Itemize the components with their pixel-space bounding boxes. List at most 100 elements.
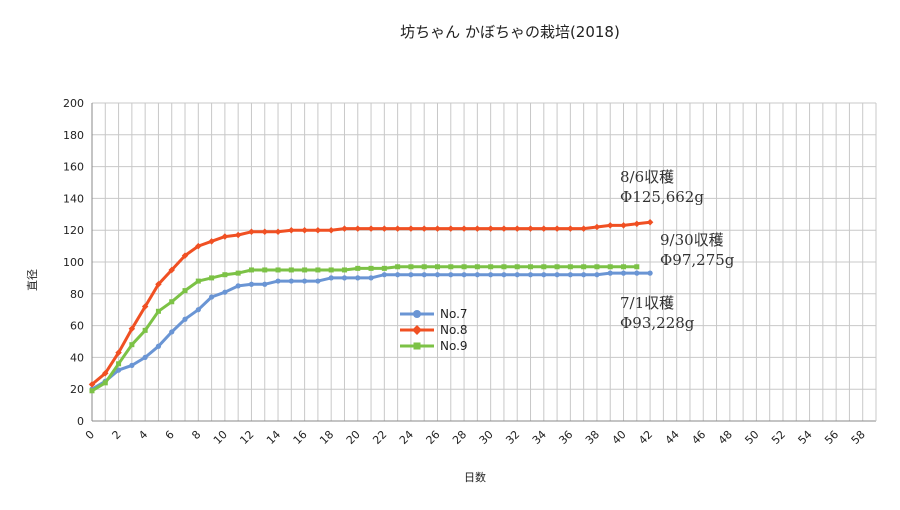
data-point-no9	[621, 264, 627, 270]
data-point-no9	[567, 264, 573, 270]
legend-item-no9: No.9	[400, 339, 468, 353]
data-point-no7	[501, 272, 507, 278]
data-point-no9	[116, 361, 122, 367]
data-point-no7	[302, 278, 308, 284]
x-tick-label: 32	[503, 428, 522, 447]
annotation-no9-date: 9/30収穫	[660, 231, 724, 249]
data-point-no9	[408, 264, 414, 270]
data-point-no7	[461, 272, 467, 278]
data-point-no7	[541, 272, 547, 278]
data-point-no7	[208, 294, 215, 300]
legend-marker-no7	[413, 310, 421, 318]
data-point-no9	[541, 264, 547, 270]
data-point-no8	[460, 225, 468, 232]
data-point-no7	[448, 272, 454, 278]
data-point-no8	[341, 225, 348, 232]
x-tick-label: 12	[237, 428, 256, 447]
data-point-no9	[209, 275, 215, 281]
y-tick-label: 140	[63, 192, 84, 205]
x-tick-label: 8	[189, 428, 203, 442]
legend-label-no9: No.9	[440, 339, 468, 353]
data-point-no8	[633, 220, 641, 228]
x-tick-labels: 0 2 4 6 8 10 12 14 16 18 20 22 24 26 28 30 32 34 36 38 40 42 4…	[83, 428, 868, 447]
x-tick-label: 26	[424, 428, 443, 447]
data-point-no7	[474, 272, 480, 278]
data-point-no7	[408, 272, 414, 278]
data-point-no7	[368, 275, 374, 281]
data-point-no9	[142, 327, 148, 333]
x-tick-label: 2	[110, 428, 124, 442]
y-tick-label: 180	[63, 129, 84, 142]
data-point-no7	[434, 272, 441, 278]
data-point-no8	[527, 225, 534, 232]
data-point-no9	[262, 267, 268, 273]
data-point-no7	[222, 289, 228, 295]
series-no7	[89, 270, 653, 392]
data-point-no7	[594, 272, 600, 278]
data-point-no9	[594, 264, 600, 270]
x-tick-label: 6	[163, 428, 177, 442]
data-point-no7	[288, 278, 294, 284]
data-point-no9	[195, 278, 201, 284]
series	[88, 218, 654, 394]
data-point-no7	[142, 354, 148, 360]
data-point-no9	[235, 270, 241, 276]
data-point-no9	[528, 264, 534, 270]
data-point-no8	[394, 225, 401, 232]
data-point-no7	[634, 270, 640, 276]
data-point-no9	[368, 265, 374, 271]
data-point-no9	[474, 264, 480, 270]
data-point-no7	[115, 367, 122, 373]
data-point-no8	[128, 325, 136, 333]
data-point-no7	[527, 272, 534, 278]
x-tick-label: 10	[211, 428, 230, 447]
grid-lines	[91, 102, 877, 422]
data-point-no7	[355, 275, 361, 281]
legend-marker-no9	[413, 342, 421, 350]
x-tick-label: 38	[583, 428, 602, 447]
y-tick-label: 100	[63, 256, 84, 269]
y-tick-label: 0	[77, 415, 84, 428]
data-point-no8	[420, 225, 428, 232]
data-point-no9	[355, 265, 361, 271]
data-point-no7	[620, 270, 627, 276]
data-point-no9	[634, 264, 640, 270]
data-point-no9	[222, 272, 228, 278]
data-point-no7	[554, 272, 560, 278]
data-point-no9	[288, 267, 294, 273]
y-axis-label: 直径	[25, 269, 39, 291]
data-point-no7	[607, 270, 613, 276]
x-tick-label: 18	[317, 428, 336, 447]
data-point-no8	[288, 226, 295, 234]
x-tick-label: 24	[397, 428, 416, 447]
chart-title: 坊ちゃん かぼちゃの栽培(2018)	[400, 23, 620, 41]
y-tick-labels: 0 20 40 60 80 100 120 140 160 180 200	[63, 97, 84, 428]
series-no9	[89, 264, 640, 394]
data-point-no9	[102, 380, 108, 386]
data-point-no7	[129, 362, 135, 368]
y-tick-label: 40	[70, 351, 84, 364]
x-tick-label: 52	[769, 428, 788, 447]
data-point-no7	[381, 272, 387, 278]
data-point-no9	[182, 288, 188, 294]
x-tick-label: 14	[264, 428, 283, 447]
data-point-no9	[275, 267, 281, 273]
data-point-no8	[141, 303, 149, 310]
data-point-no8	[248, 228, 255, 236]
x-tick-label: 36	[556, 428, 575, 447]
x-tick-label: 44	[663, 428, 682, 447]
x-tick-label: 48	[716, 428, 735, 447]
x-tick-label: 34	[530, 428, 549, 447]
data-point-no9	[89, 388, 95, 394]
x-tick-label: 42	[636, 428, 655, 447]
data-point-no9	[434, 264, 440, 270]
legend-item-no8: No.8	[400, 323, 468, 337]
data-point-no8	[208, 238, 215, 245]
data-point-no9	[248, 267, 254, 273]
data-point-no8	[407, 225, 415, 232]
data-point-no7	[581, 272, 587, 278]
data-point-no8	[327, 226, 335, 234]
data-point-no8	[606, 222, 614, 229]
data-point-no9	[581, 264, 587, 270]
annotation-no9-weight: Φ97,275g	[660, 251, 735, 269]
